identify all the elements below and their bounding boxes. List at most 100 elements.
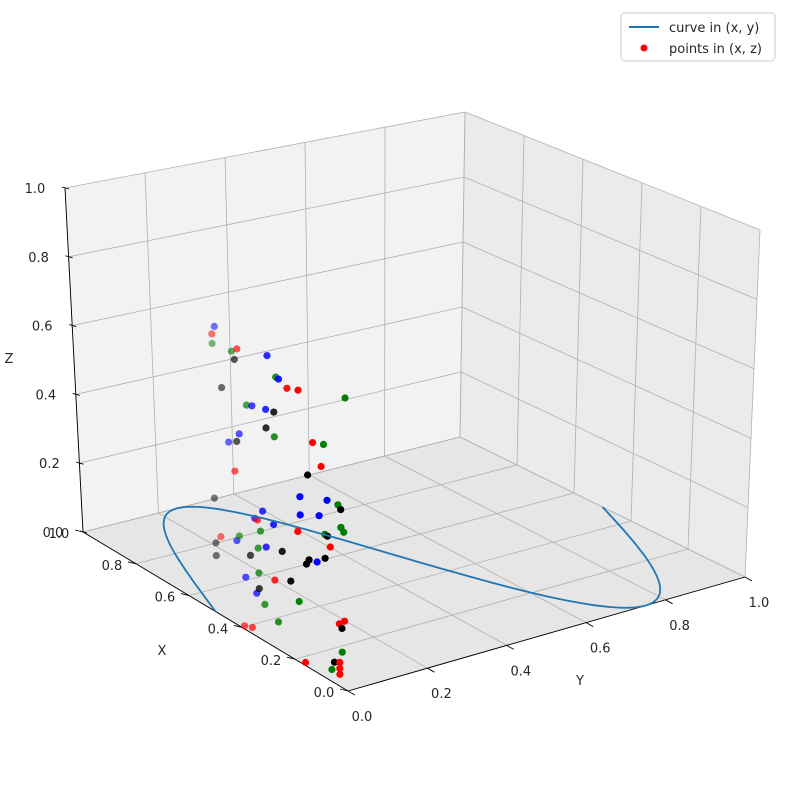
- scatter-point: [326, 543, 334, 551]
- scatter-point: [210, 494, 218, 502]
- grid-line: [463, 176, 758, 300]
- grid-line: [72, 241, 464, 326]
- scatter-point: [225, 438, 233, 446]
- scatter-point: [208, 339, 216, 348]
- scatter-point: [294, 386, 302, 394]
- grid-line: [79, 371, 462, 464]
- scatter-point: [313, 558, 321, 566]
- grid-line: [241, 520, 632, 628]
- grid-line: [516, 135, 525, 466]
- scatter-point: [315, 512, 323, 520]
- scatter-point: [278, 547, 286, 556]
- y-tick: [427, 667, 435, 673]
- x-tick-label: 0.6: [155, 591, 176, 606]
- grid-line: [144, 172, 159, 514]
- axes-panes: [65, 112, 760, 691]
- grid-line: [158, 512, 428, 669]
- scatter-point: [254, 544, 262, 552]
- scatter-point: [270, 433, 278, 441]
- scatter-point: [295, 597, 303, 606]
- scatter-point: [296, 493, 304, 501]
- scatter-point: [235, 430, 243, 438]
- z-tick-label: 0.6: [32, 320, 53, 335]
- grid-line: [744, 229, 761, 578]
- x-tick: [180, 593, 190, 597]
- scatter-point: [218, 384, 226, 392]
- scatter-point: [337, 506, 345, 514]
- scatter-point: [338, 648, 346, 656]
- scatter-point: [330, 658, 339, 666]
- scatter-point: [208, 330, 216, 338]
- scatter-point: [304, 471, 312, 479]
- scatter-point: [274, 375, 283, 383]
- scatter-point: [328, 665, 336, 674]
- scatter-point: [262, 543, 270, 551]
- y-tick-label: 0.4: [510, 664, 531, 679]
- y-tick-label: 0.6: [590, 642, 611, 657]
- grid-line: [687, 206, 702, 550]
- scatter-point: [242, 401, 251, 409]
- curve-line: [162, 505, 661, 613]
- scatter-point: [262, 424, 270, 432]
- pane-back-y: [460, 112, 760, 577]
- scatter-point: [271, 576, 279, 584]
- y-tick: [506, 645, 515, 650]
- y-tick: [665, 599, 673, 605]
- scatter-point: [321, 554, 329, 562]
- grid-line: [461, 306, 752, 439]
- scatter-point: [255, 585, 263, 593]
- scatter-point: [210, 322, 218, 330]
- grid-line: [464, 111, 761, 231]
- grid-line: [460, 371, 749, 508]
- z-tick: [72, 392, 80, 396]
- grid-line: [224, 157, 235, 495]
- y-tick: [585, 622, 594, 627]
- scatter-point: [305, 556, 313, 564]
- scatter-point: [233, 437, 241, 445]
- scatter-point: [235, 532, 243, 540]
- z-tick-label: 0.0: [43, 526, 64, 541]
- grid-line: [573, 159, 584, 494]
- x-tick: [339, 688, 349, 692]
- scatter-point: [227, 347, 235, 355]
- grid-line: [68, 176, 465, 258]
- z-tick: [65, 255, 73, 259]
- y-axis-line: [347, 576, 746, 692]
- grid-line: [294, 548, 689, 660]
- grid-line: [384, 455, 666, 601]
- z-tick: [69, 324, 77, 328]
- legend-marker-swatch: [640, 44, 648, 52]
- grid-line: [630, 182, 643, 522]
- scatter-point: [212, 539, 220, 547]
- scatter-point: [248, 623, 256, 632]
- grid-line: [75, 306, 463, 395]
- scatter-point: [341, 617, 349, 625]
- pane-floor: [83, 437, 745, 691]
- scatter-point: [270, 408, 278, 416]
- y-tick-label: 0.8: [669, 619, 690, 634]
- scatter-point: [296, 511, 304, 519]
- legend: curve in (x, y) points in (x, z): [620, 12, 776, 62]
- z-axis-label: Z: [5, 352, 14, 367]
- tick-labels: 0.00.20.40.60.81.00.00.20.40.60.81.00.00…: [25, 182, 770, 725]
- grid-line: [459, 111, 466, 438]
- scatter-point: [336, 658, 344, 667]
- z-tick: [79, 530, 88, 534]
- legend-entry-curve: curve in (x, y): [669, 21, 759, 36]
- scatter-point: [323, 496, 331, 504]
- scatter-point: [255, 569, 263, 577]
- y-tick: [347, 690, 356, 696]
- z-tick-label: 0.4: [35, 388, 56, 403]
- scatter-point: [246, 551, 255, 560]
- grid-line: [135, 464, 518, 565]
- scatter-point: [217, 533, 225, 541]
- grid-line: [462, 241, 755, 370]
- plot-marks: [162, 322, 661, 678]
- scatter-point: [256, 527, 265, 535]
- scatter-point: [248, 402, 256, 410]
- scatter-point: [261, 600, 269, 609]
- scatter-point: [336, 670, 344, 678]
- y-tick-label: 0.2: [431, 687, 452, 702]
- legend-box: [620, 12, 776, 62]
